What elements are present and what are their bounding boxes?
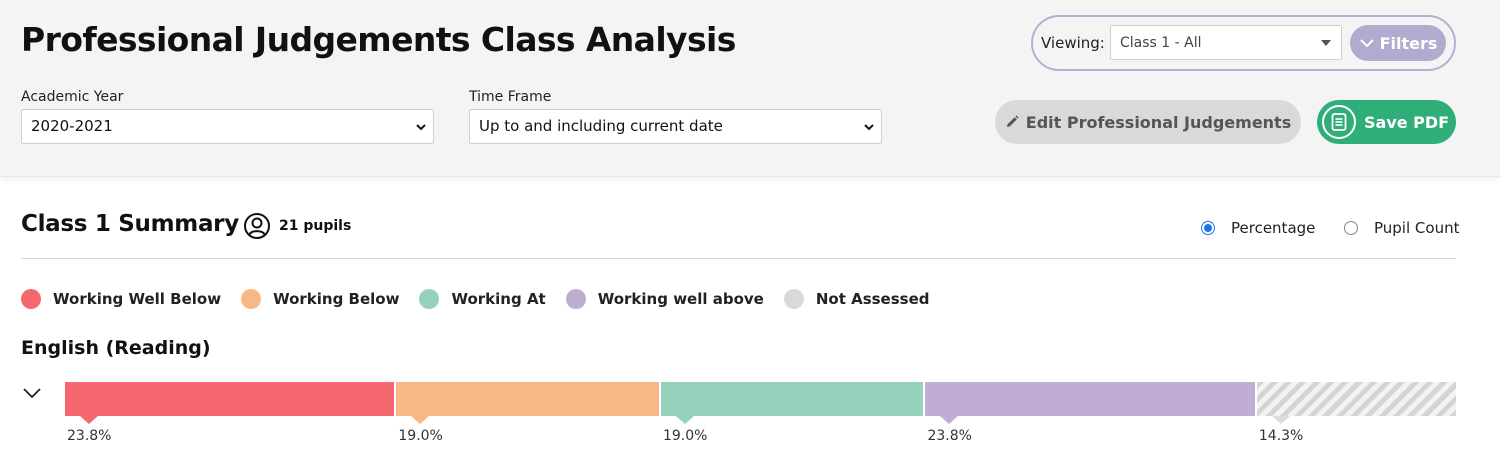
bar-segment[interactable] <box>65 382 395 424</box>
summary-title: Class 1 Summary <box>21 211 239 237</box>
filters-label: Filters <box>1379 33 1438 53</box>
academic-year-value: 2020-2021 <box>31 117 113 135</box>
edit-judgements-button[interactable]: Edit Professional Judgements <box>995 100 1301 144</box>
chevron-down-icon <box>1359 39 1374 48</box>
legend-label: Working Below <box>273 290 400 308</box>
class-select-value: Class 1 - All <box>1120 35 1202 51</box>
bar-segment[interactable] <box>925 382 1255 424</box>
bar-segment[interactable] <box>1256 382 1456 424</box>
legend-label: Not Assessed <box>815 290 930 308</box>
legend-label: Working Well Below <box>53 290 222 308</box>
legend: Working Well Below Working Below Working… <box>21 289 950 309</box>
percentage-option[interactable]: Percentage <box>1201 219 1315 237</box>
legend-dot <box>783 289 804 309</box>
segment-pointer <box>411 416 430 424</box>
segment-pointer <box>1271 416 1290 424</box>
bar-segment[interactable] <box>396 382 659 424</box>
segment-pointer <box>80 416 98 424</box>
percentage-radio[interactable] <box>1201 221 1215 235</box>
chevron-down-icon <box>864 124 874 131</box>
pupil-count-label: 21 pupils <box>279 218 352 234</box>
academic-year-label: Academic Year <box>21 89 124 105</box>
time-frame-select[interactable]: Up to and including current date <box>469 109 882 144</box>
subject-bar <box>65 382 1456 424</box>
legend-item: Working At <box>419 289 546 309</box>
legend-dot <box>21 289 41 309</box>
document-icon <box>1322 105 1356 139</box>
chevron-down-icon <box>416 124 426 131</box>
legend-label: Working At <box>451 290 546 308</box>
time-frame-label: Time Frame <box>469 89 552 105</box>
segment-pointer <box>940 416 959 424</box>
legend-item: Working well above <box>565 289 764 309</box>
time-frame-value: Up to and including current date <box>479 117 723 135</box>
dropdown-arrow-icon <box>1321 40 1331 46</box>
segment-label: 23.8% <box>67 428 112 444</box>
user-icon <box>244 213 270 239</box>
save-pdf-button[interactable]: Save PDF <box>1317 100 1456 144</box>
legend-item: Working Below <box>241 289 399 309</box>
pupil-count-option[interactable]: Pupil Count <box>1344 219 1459 237</box>
bar-segment[interactable] <box>660 382 924 424</box>
segment-label: 23.8% <box>927 428 972 444</box>
viewing-label: Viewing: <box>1041 34 1105 52</box>
legend-item: Not Assessed <box>783 289 930 309</box>
academic-year-select[interactable]: 2020-2021 <box>21 109 434 144</box>
save-pdf-label: Save PDF <box>1364 112 1450 132</box>
legend-label: Working well above <box>597 290 764 308</box>
legend-dot <box>419 289 440 309</box>
edit-judgements-label: Edit Professional Judgements <box>1025 112 1292 132</box>
legend-dot <box>565 289 586 309</box>
legend-dot <box>241 289 262 309</box>
legend-item: Working Well Below <box>21 289 221 309</box>
segment-label: 14.3% <box>1258 428 1304 444</box>
page-title: Professional Judgements Class Analysis <box>21 20 736 59</box>
segment-pointer <box>675 416 694 424</box>
page-header: Professional Judgements Class Analysis A… <box>0 0 1500 177</box>
pupil-count-radio[interactable] <box>1344 221 1358 235</box>
chevron-down-icon[interactable] <box>22 386 42 400</box>
class-select[interactable]: Class 1 - All <box>1110 25 1342 60</box>
divider <box>21 258 1456 259</box>
segment-label: 19.0% <box>662 428 708 444</box>
subject-title: English (Reading) <box>21 337 211 359</box>
segment-label: 19.0% <box>398 428 443 444</box>
percentage-label: Percentage <box>1231 219 1316 237</box>
filters-button[interactable]: Filters <box>1350 25 1446 61</box>
pupil-count: 21 pupils <box>243 212 351 240</box>
pupil-count-option-label: Pupil Count <box>1374 219 1460 237</box>
pencil-icon <box>1006 115 1019 127</box>
